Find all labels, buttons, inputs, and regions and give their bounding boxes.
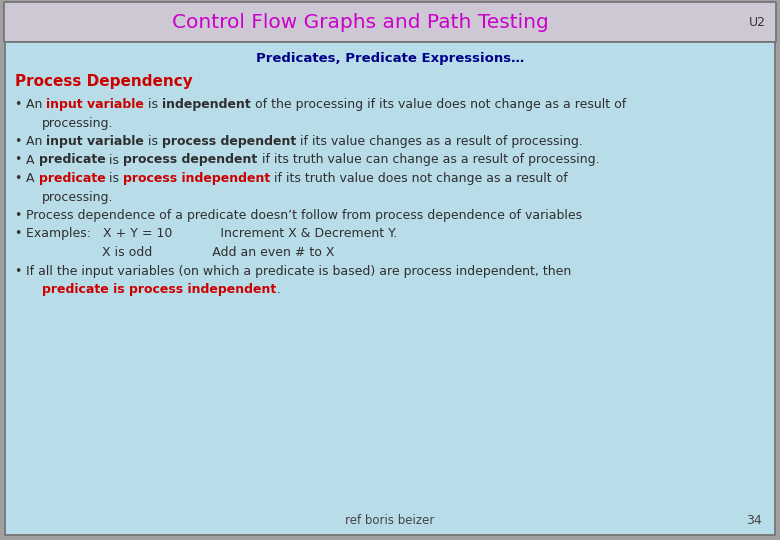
Text: if its value changes as a result of processing.: if its value changes as a result of proc… — [296, 135, 583, 148]
Text: .: . — [276, 283, 280, 296]
Text: U2: U2 — [749, 16, 766, 29]
Text: Control Flow Graphs and Path Testing: Control Flow Graphs and Path Testing — [172, 12, 548, 31]
Text: •: • — [14, 209, 21, 222]
Text: •: • — [14, 135, 21, 148]
Text: A: A — [26, 172, 38, 185]
Text: If all the input variables (on which a predicate is based) are process independe: If all the input variables (on which a p… — [26, 265, 571, 278]
Text: An: An — [26, 98, 46, 111]
Text: process independent: process independent — [123, 172, 271, 185]
Text: if its truth value does not change as a result of: if its truth value does not change as a … — [271, 172, 569, 185]
Text: process dependent: process dependent — [123, 153, 257, 166]
Text: Process Dependency: Process Dependency — [15, 74, 193, 89]
Text: independent: independent — [162, 98, 251, 111]
Text: Process dependence of a predicate doesn’t follow from process dependence of vari: Process dependence of a predicate doesn’… — [26, 209, 582, 222]
FancyBboxPatch shape — [4, 2, 776, 42]
Text: X is odd               Add an even # to X: X is odd Add an even # to X — [42, 246, 335, 259]
Text: is: is — [144, 98, 162, 111]
Text: predicate: predicate — [38, 153, 105, 166]
Text: processing.: processing. — [42, 117, 114, 130]
Text: ref boris beizer: ref boris beizer — [346, 514, 434, 527]
Text: predicate: predicate — [38, 172, 105, 185]
Text: •: • — [14, 98, 21, 111]
Text: A: A — [26, 153, 38, 166]
Text: 34: 34 — [746, 514, 762, 527]
Text: •: • — [14, 153, 21, 166]
Text: process dependent: process dependent — [162, 135, 296, 148]
Text: processing.: processing. — [42, 191, 114, 204]
Text: is: is — [105, 172, 123, 185]
FancyBboxPatch shape — [5, 42, 775, 535]
Text: Predicates, Predicate Expressions…: Predicates, Predicate Expressions… — [256, 52, 524, 65]
Text: An: An — [26, 135, 46, 148]
Text: if its truth value can change as a result of processing.: if its truth value can change as a resul… — [257, 153, 599, 166]
Text: input variable: input variable — [46, 98, 144, 111]
Text: •: • — [14, 172, 21, 185]
Text: Examples:   X + Y = 10            Increment X & Decrement Y.: Examples: X + Y = 10 Increment X & Decre… — [26, 227, 397, 240]
Text: predicate is process independent: predicate is process independent — [42, 283, 276, 296]
Text: input variable: input variable — [46, 135, 144, 148]
Text: is: is — [144, 135, 162, 148]
Text: of the processing if its value does not change as a result of: of the processing if its value does not … — [251, 98, 626, 111]
Text: •: • — [14, 227, 21, 240]
Text: is: is — [105, 153, 123, 166]
Text: •: • — [14, 265, 21, 278]
